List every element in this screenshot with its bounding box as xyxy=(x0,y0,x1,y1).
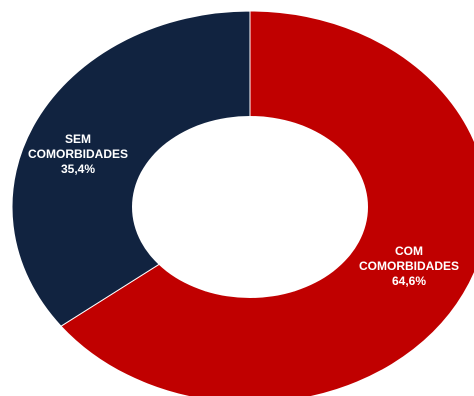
donut-hole xyxy=(132,116,368,298)
slice-label-com-comorbidades: COM COMORBIDADES 64,6% xyxy=(359,244,459,288)
slice-label-sem-comorbidades: SEM COMORBIDADES 35,4% xyxy=(28,132,128,176)
pie-slice-sem-comorbidades xyxy=(11,10,251,327)
